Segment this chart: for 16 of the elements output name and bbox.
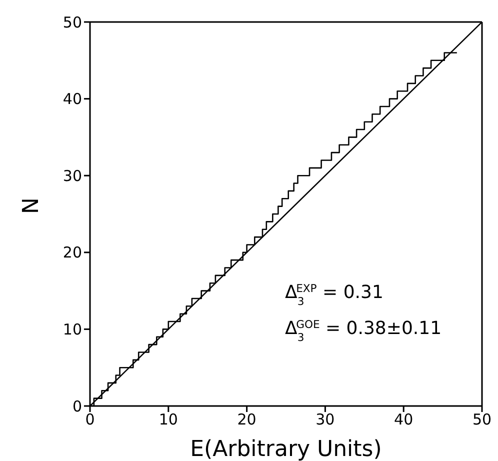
annotation: Δ$_{3}$$^{EXP}$ = 0.31 <box>285 282 384 308</box>
x-tick-label: 20 <box>237 410 256 429</box>
y-tick-label: 40 <box>62 90 82 108</box>
x-tick-label: 40 <box>394 410 414 429</box>
y-tick-label: 50 <box>62 13 82 32</box>
y-tick-label: 30 <box>62 166 82 185</box>
y-tick-label: 0 <box>72 397 82 416</box>
y-tick-label: 20 <box>62 244 82 262</box>
x-tick-label: 50 <box>472 410 492 429</box>
annotation: Δ$_{3}$$^{GOE}$ = 0.38±0.11 <box>285 318 442 344</box>
y-tick-label: 10 <box>62 320 82 339</box>
x-tick-label: 30 <box>316 410 335 429</box>
x-axis-title: E(Arbitrary Units) <box>190 437 382 461</box>
x-tick-label: 0 <box>85 410 95 429</box>
y-axis-title: N <box>18 198 44 214</box>
x-tick-label: 10 <box>158 410 178 429</box>
